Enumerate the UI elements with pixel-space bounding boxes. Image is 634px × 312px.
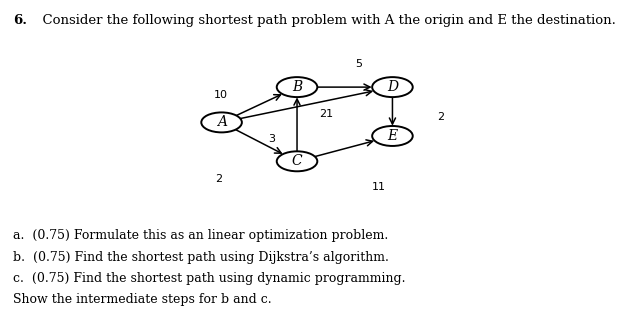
Circle shape: [372, 77, 413, 97]
Text: D: D: [387, 80, 398, 94]
Text: 2: 2: [437, 112, 444, 122]
Circle shape: [372, 126, 413, 146]
Text: b.  (0.75) Find the shortest path using Dijkstra’s algorithm.: b. (0.75) Find the shortest path using D…: [13, 251, 389, 264]
Text: 5: 5: [354, 59, 362, 69]
Text: a.  (0.75) Formulate this as an linear optimization problem.: a. (0.75) Formulate this as an linear op…: [13, 229, 388, 242]
Text: 6.: 6.: [13, 14, 27, 27]
Text: B: B: [292, 80, 302, 94]
Text: 21: 21: [320, 109, 333, 119]
Text: 10: 10: [214, 90, 228, 100]
Text: c.  (0.75) Find the shortest path using dynamic programming.: c. (0.75) Find the shortest path using d…: [13, 272, 405, 285]
Text: 3: 3: [268, 134, 275, 144]
Circle shape: [201, 112, 242, 132]
Text: Show the intermediate steps for b and c.: Show the intermediate steps for b and c.: [13, 293, 271, 306]
Text: E: E: [387, 129, 398, 143]
Text: A: A: [217, 115, 226, 129]
Text: C: C: [292, 154, 302, 168]
Text: Consider the following shortest path problem with A the origin and E the destina: Consider the following shortest path pro…: [34, 14, 616, 27]
Circle shape: [276, 151, 317, 171]
Circle shape: [276, 77, 317, 97]
Text: 2: 2: [215, 174, 223, 184]
Text: 11: 11: [372, 182, 386, 192]
